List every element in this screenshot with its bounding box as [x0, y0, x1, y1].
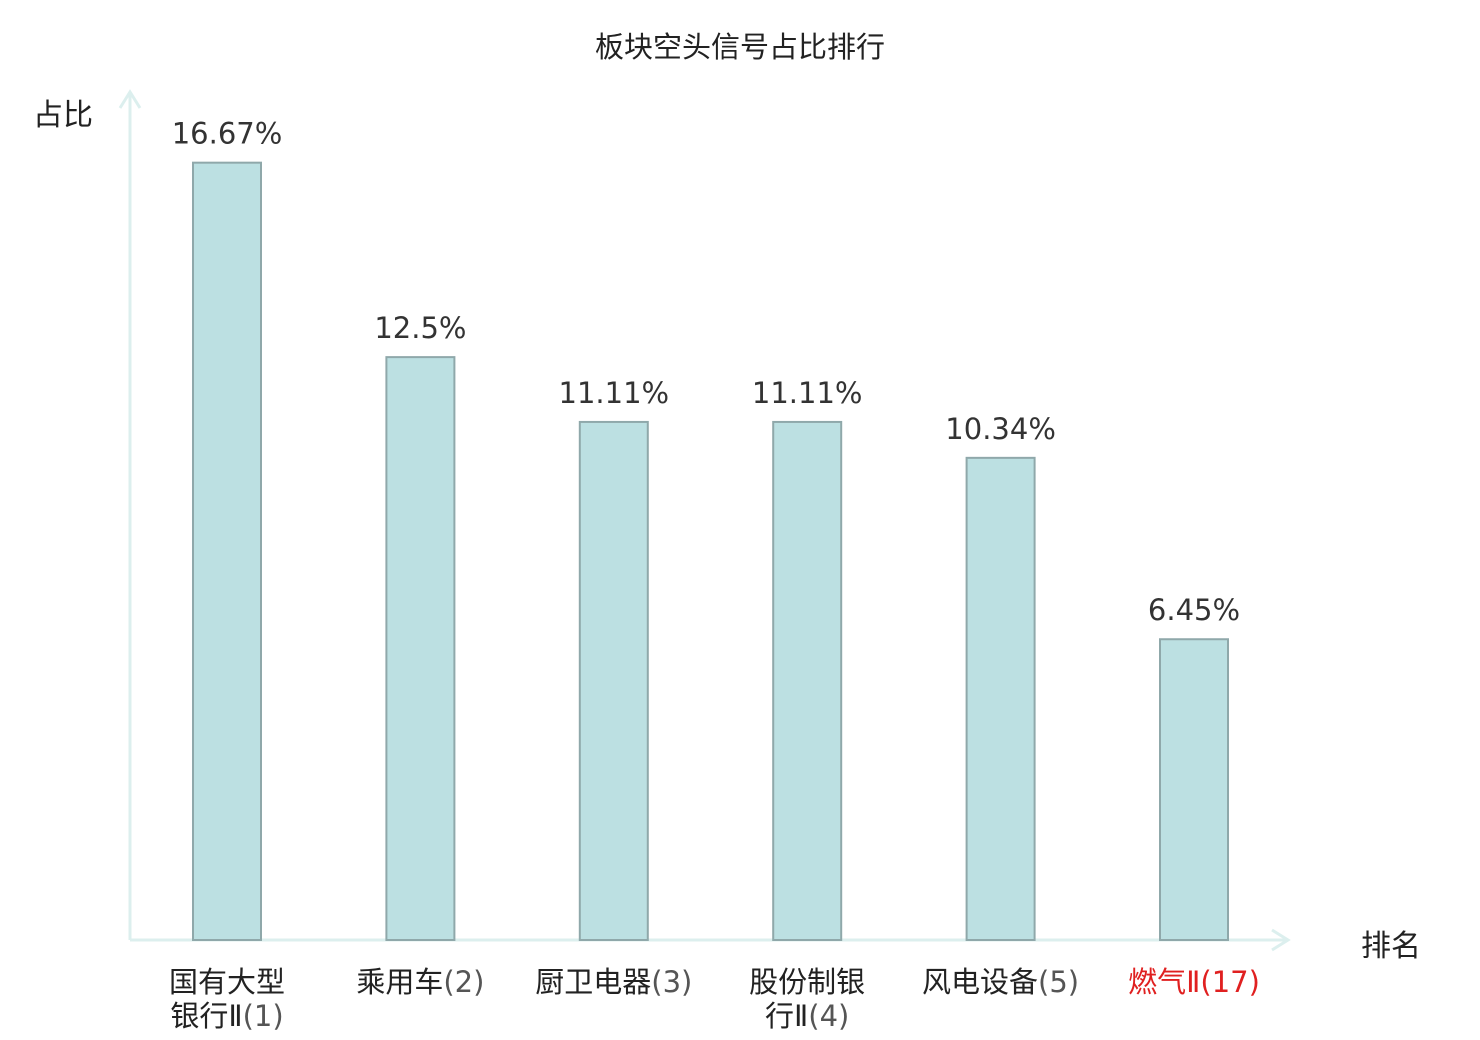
bar-value-label: 11.11%	[752, 376, 863, 410]
category-label-line: 厨卫电器(3)	[524, 965, 704, 999]
category-label-line: 风电设备(5)	[911, 965, 1091, 999]
bar	[1159, 638, 1229, 941]
category-label: 燃气Ⅱ(17)	[1104, 965, 1284, 999]
category-name: 股份制银	[749, 965, 866, 999]
category-label: 乘用车(2)	[330, 965, 510, 999]
bar	[772, 420, 843, 942]
category-label-line: 股份制银	[717, 965, 897, 999]
x-axis-label: 排名	[1361, 929, 1421, 964]
category-rank: (2)	[443, 965, 485, 999]
category-label-line: 银行Ⅱ(1)	[137, 999, 317, 1033]
category-label: 厨卫电器(3)	[524, 965, 704, 999]
category-name: 乘用车	[356, 965, 444, 999]
y-axis-arrow	[118, 89, 142, 109]
category-label-line: 行Ⅱ(4)	[717, 999, 897, 1033]
category-rank: (3)	[651, 965, 693, 999]
bar-value-label: 11.11%	[559, 376, 670, 410]
bar	[578, 420, 649, 942]
chart-axes	[118, 89, 1291, 952]
category-name: 燃气Ⅱ	[1128, 965, 1201, 999]
category-label: 国有大型 银行Ⅱ(1)	[137, 965, 317, 1033]
category-rank: (1)	[242, 999, 284, 1033]
bar-value-label: 10.34%	[945, 412, 1056, 446]
bar-value-label: 12.5%	[374, 311, 466, 345]
bar-value-label: 6.45%	[1148, 593, 1240, 627]
bar	[385, 356, 456, 941]
category-label-line: 乘用车(2)	[330, 965, 510, 999]
bar-series	[192, 161, 1229, 942]
value-labels: 16.67% 12.5% 11.11% 11.11% 10.34% 6.45%	[172, 117, 1240, 628]
category-name: 风电设备	[922, 965, 1039, 999]
chart-title: 板块空头信号占比排行	[594, 30, 885, 64]
category-name: 国有大型	[168, 965, 285, 999]
category-label-line: 国有大型	[137, 965, 317, 999]
category-rank: (17)	[1200, 965, 1260, 999]
category-name: 银行Ⅱ	[170, 999, 243, 1033]
bar	[192, 161, 262, 941]
category-label: 风电设备(5)	[911, 965, 1091, 999]
x-axis-arrow	[1271, 928, 1291, 952]
category-label-line: 燃气Ⅱ(17)	[1104, 965, 1284, 999]
category-label: 股份制银 行Ⅱ(4)	[717, 965, 897, 1033]
bar-value-label: 16.67%	[172, 117, 283, 151]
category-name: 厨卫电器	[535, 965, 652, 999]
category-name: 行Ⅱ	[765, 999, 809, 1033]
bar	[965, 456, 1036, 941]
y-axis-label: 占比	[33, 98, 93, 133]
category-rank: (4)	[808, 999, 850, 1033]
category-rank: (5)	[1038, 965, 1080, 999]
